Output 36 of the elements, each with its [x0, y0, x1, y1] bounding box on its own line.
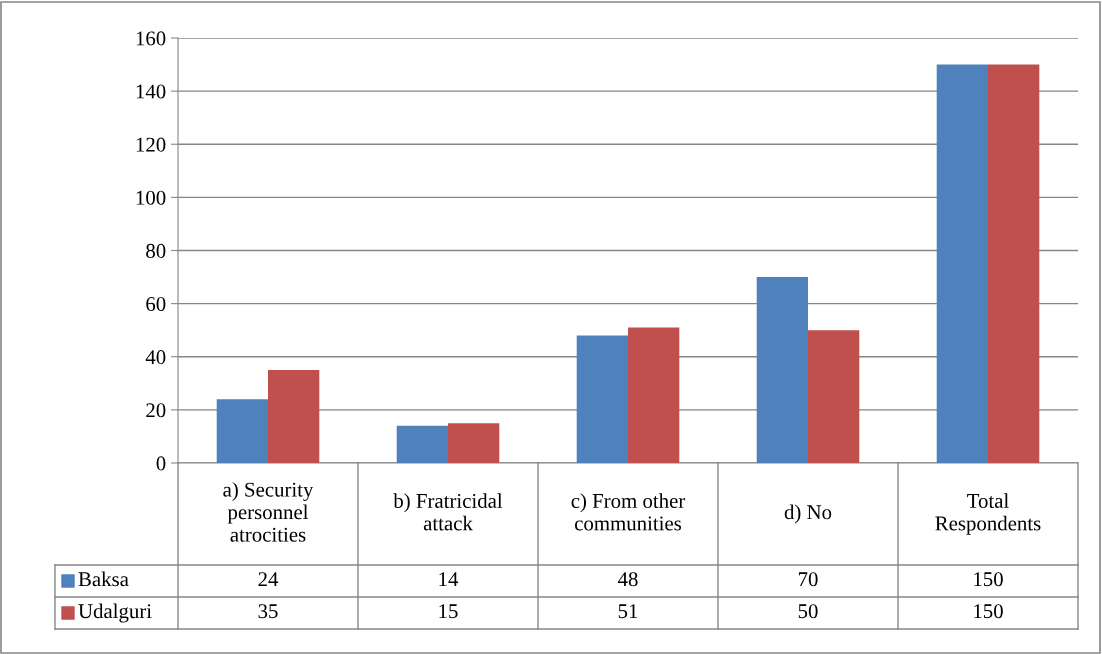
x-tick-label: Total Respondents [935, 493, 1041, 535]
bar [756, 277, 808, 463]
y-tick-label: 140 [136, 84, 166, 99]
data-label: 48 [617, 572, 638, 587]
data-label: 24 [258, 572, 279, 587]
legend-label: Baksa [78, 571, 129, 587]
legend-label: Udalguri [78, 603, 152, 623]
y-tick-label: 0 [156, 456, 166, 471]
y-tick-label: 40 [145, 350, 166, 365]
data-label: 150 [974, 572, 1003, 587]
y-tick-label: 160 [136, 31, 166, 46]
x-tick-label: b) Fratricidal attack [393, 493, 503, 531]
bar [216, 399, 268, 463]
y-tick-label: 100 [136, 190, 166, 205]
bar [448, 423, 500, 463]
data-label: 15 [439, 604, 458, 619]
bar [808, 330, 860, 463]
bar [268, 370, 320, 463]
x-tick-label: a) Security personnel atrocities [223, 482, 314, 542]
data-label: 70 [798, 572, 818, 587]
bar [396, 425, 448, 463]
data-label: 35 [258, 604, 278, 619]
y-tick-label: 20 [146, 403, 166, 418]
bar [628, 327, 680, 463]
data-label: 150 [974, 604, 1003, 619]
y-tick-label: 80 [146, 243, 166, 258]
data-label: 50 [798, 604, 818, 619]
data-label: 14 [439, 572, 459, 587]
bar [936, 64, 988, 463]
data-label: 51 [618, 604, 638, 619]
bar [988, 64, 1040, 463]
x-tick-label: d) No [784, 504, 832, 524]
bar [576, 335, 628, 463]
x-tick-label: c) From other communities [571, 493, 686, 531]
y-tick-label: 120 [136, 137, 166, 152]
y-tick-label: 60 [146, 297, 166, 312]
